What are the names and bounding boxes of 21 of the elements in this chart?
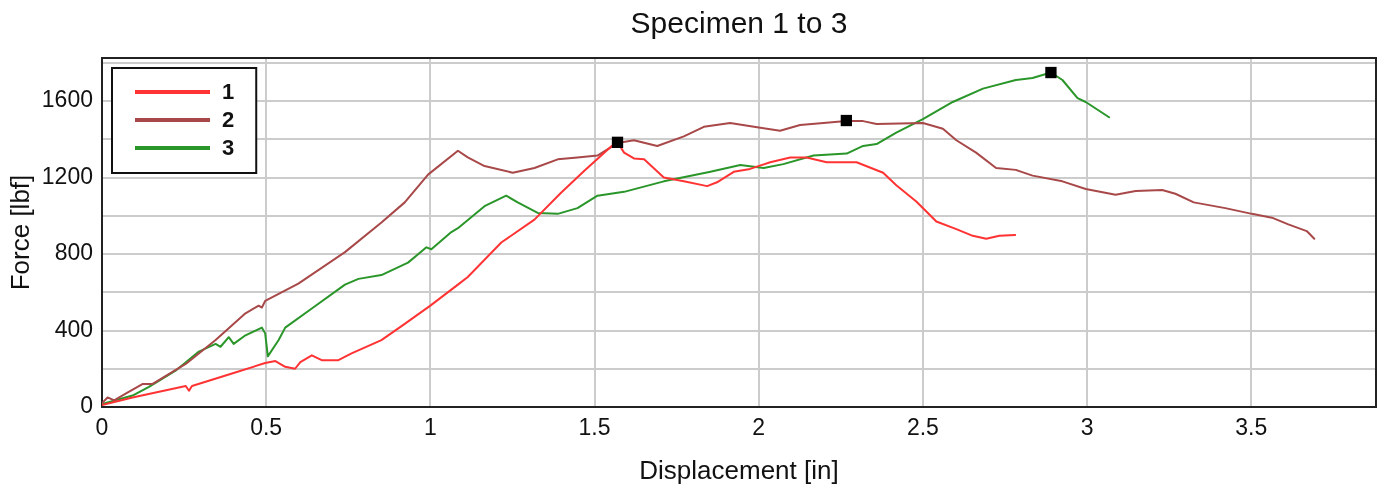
x-tick-label: 2	[752, 414, 766, 441]
point	[611, 136, 624, 148]
x-tick-label: 1	[423, 414, 437, 441]
x-tick-label: 2.5	[906, 414, 939, 441]
y-tick-label: 800	[54, 239, 93, 266]
x-axis-title: Displacement [in]	[639, 454, 839, 485]
legend-label: 1	[222, 79, 235, 105]
legend-label: 3	[222, 135, 235, 161]
x-tick-label: 0.5	[250, 414, 283, 441]
x-tick-label: 1.5	[578, 414, 611, 441]
point	[1045, 66, 1057, 79]
x-tick-label: 3	[1080, 414, 1094, 441]
y-tick-label: 400	[54, 315, 93, 342]
y-tick-label: 1200	[41, 162, 93, 189]
y-tick-label: 1600	[41, 86, 93, 113]
y-tick-label: 0	[80, 392, 93, 419]
legend-label: 2	[222, 107, 235, 133]
y-axis-title: Force [lbf]	[4, 174, 35, 291]
chart-title: Specimen 1 to 3	[630, 6, 848, 39]
point	[840, 114, 853, 127]
x-tick-label: 3.5	[1235, 414, 1268, 441]
